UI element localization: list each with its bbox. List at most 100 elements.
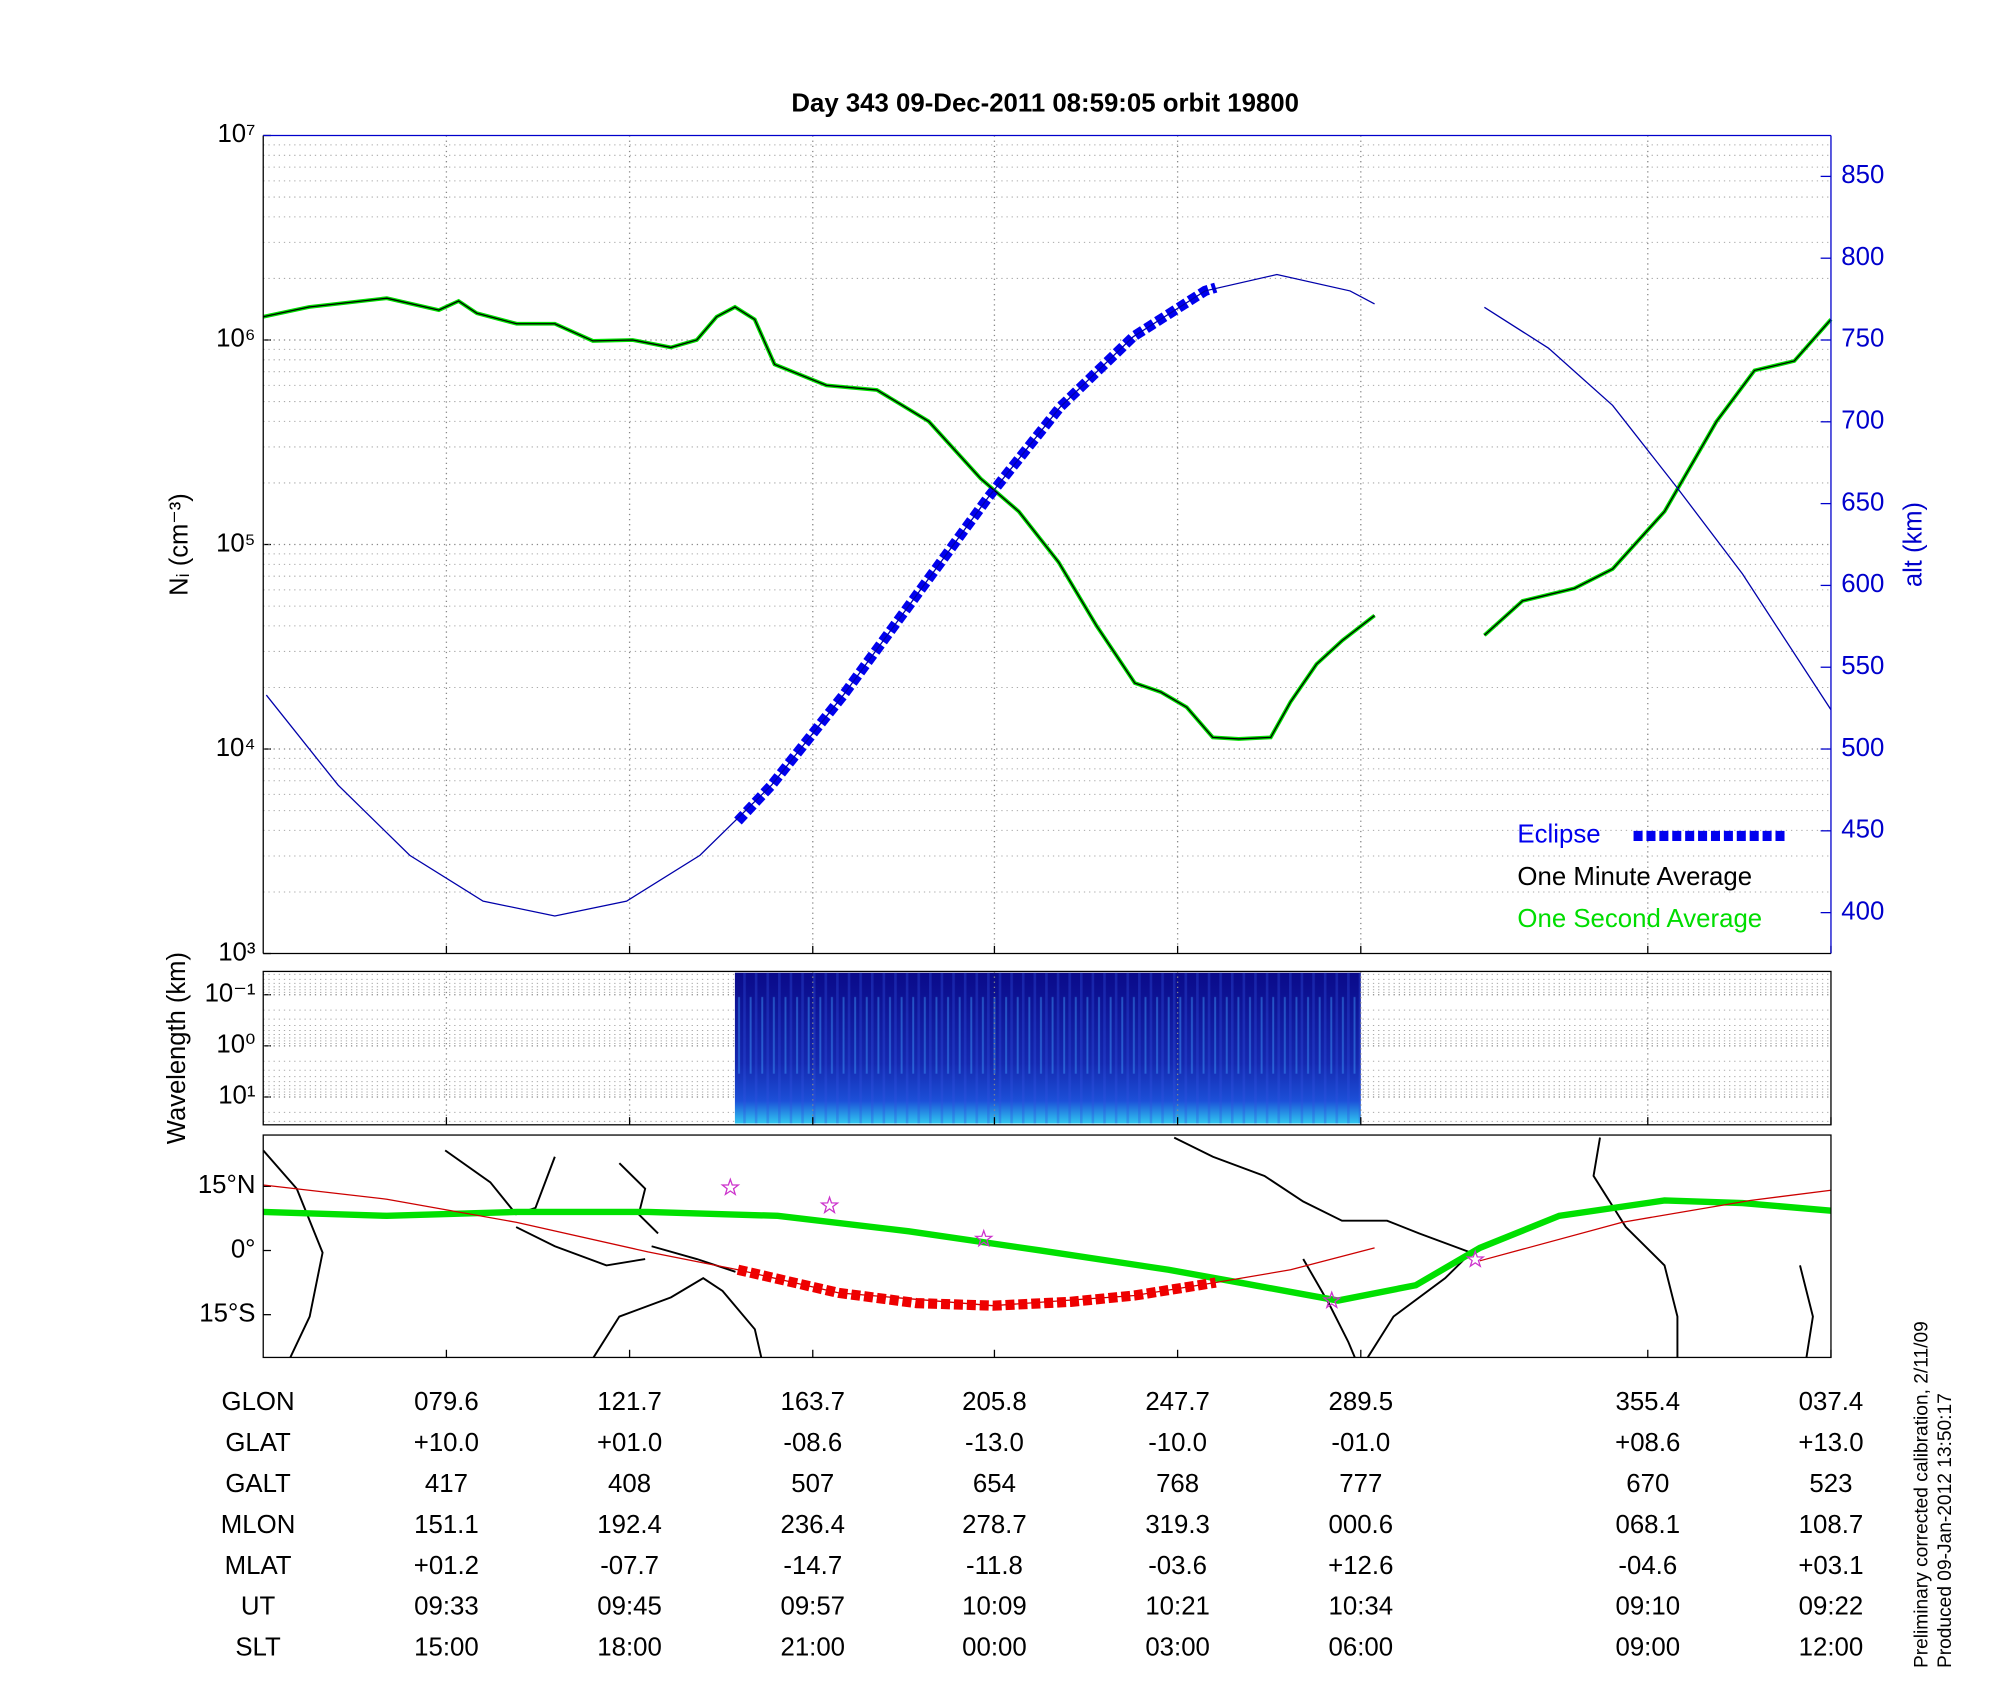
table-cell: 108.7 <box>1799 1511 1864 1539</box>
coastlines <box>263 1136 1814 1358</box>
row-label: MLAT <box>225 1552 292 1580</box>
panel-frame <box>262 1134 1832 1359</box>
marker <box>819 1195 840 1214</box>
y-tick-label: 10⁶ <box>216 325 255 353</box>
coastline <box>444 1149 556 1216</box>
data-line <box>263 297 1832 740</box>
y2-tick-label: 700 <box>1841 407 1884 435</box>
y-tick-label: 15°S <box>199 1300 255 1328</box>
table-cell: 205.8 <box>962 1388 1027 1416</box>
table-cell: 000.6 <box>1329 1511 1394 1539</box>
data-line <box>734 282 1218 825</box>
coastline <box>1592 1137 1679 1358</box>
marker <box>1322 1290 1342 1309</box>
table-cell: 278.7 <box>962 1511 1027 1539</box>
table-cell: +08.6 <box>1615 1429 1680 1457</box>
table-cell: 09:00 <box>1616 1634 1681 1662</box>
table-cell: 09:22 <box>1799 1593 1864 1621</box>
y-tick-label: 10⁻¹ <box>205 980 256 1008</box>
table-cell: 163.7 <box>780 1388 845 1416</box>
row-label: GALT <box>225 1470 291 1498</box>
panel-frame <box>262 970 1832 1126</box>
table-cell: 18:00 <box>597 1634 662 1662</box>
table-cell: 09:45 <box>597 1593 662 1621</box>
coastline <box>651 1245 736 1273</box>
table-cell: -08.6 <box>783 1429 842 1457</box>
table-cell: 09:57 <box>780 1593 845 1621</box>
coastline <box>1799 1265 1814 1358</box>
table-cell: 15:00 <box>414 1634 479 1662</box>
table-cell: +12.6 <box>1328 1552 1393 1580</box>
y-tick-label: 0° <box>231 1235 256 1263</box>
legend-label: One Minute Average <box>1517 863 1752 891</box>
table-cell: 289.5 <box>1329 1388 1394 1416</box>
coastline <box>1302 1258 1356 1358</box>
table-cell: +03.1 <box>1798 1552 1863 1580</box>
table-cell: 408 <box>608 1470 651 1498</box>
coastline <box>1366 1251 1472 1358</box>
row-label: GLON <box>222 1388 295 1416</box>
table-cell: 037.4 <box>1799 1388 1864 1416</box>
table-cell: -07.7 <box>600 1552 659 1580</box>
table-cell: 09:10 <box>1616 1593 1681 1621</box>
marker <box>1465 1249 1486 1268</box>
table-cell: -10.0 <box>1148 1429 1207 1457</box>
y-tick-label: 15°N <box>198 1171 256 1199</box>
table-cell: 09:33 <box>414 1593 479 1621</box>
coastline <box>515 1226 646 1267</box>
table-cell: 10:34 <box>1329 1593 1394 1621</box>
table-cell: 507 <box>791 1470 834 1498</box>
table-cell: +10.0 <box>414 1429 479 1457</box>
y2-tick-label: 600 <box>1841 570 1884 598</box>
table-cell: 151.1 <box>414 1511 479 1539</box>
table-cell: 417 <box>425 1470 468 1498</box>
y2-tick-label: 550 <box>1841 652 1884 680</box>
coastline <box>1173 1136 1472 1254</box>
table-cell: 768 <box>1156 1470 1199 1498</box>
table-cell: 00:00 <box>962 1634 1027 1662</box>
track-line <box>263 1197 1832 1304</box>
y2-tick-label: 500 <box>1841 734 1884 762</box>
legend-label: Eclipse <box>1517 821 1600 849</box>
marker <box>720 1177 741 1196</box>
table-cell: -03.6 <box>1148 1552 1207 1580</box>
table-cell: 247.7 <box>1145 1388 1210 1416</box>
table-cell: 03:00 <box>1145 1634 1210 1662</box>
track-line <box>736 1264 1217 1311</box>
track-line <box>263 1184 1832 1307</box>
table-cell: 236.4 <box>780 1511 845 1539</box>
table-cell: +01.0 <box>597 1429 662 1457</box>
table-cell: -01.0 <box>1331 1429 1390 1457</box>
y2-tick-label: 650 <box>1841 488 1884 516</box>
table-cell: 777 <box>1339 1470 1382 1498</box>
table-cell: +13.0 <box>1798 1429 1863 1457</box>
table-cell: 319.3 <box>1145 1511 1210 1539</box>
table-cell: 12:00 <box>1799 1634 1864 1662</box>
coastline <box>618 1162 659 1235</box>
row-label: SLT <box>235 1634 281 1662</box>
table-cell: 121.7 <box>597 1388 662 1416</box>
marker <box>973 1228 994 1248</box>
note: Preliminary corrected calibration, 2/11/… <box>1912 1321 1933 1668</box>
note: Produced 09-Jan-2012 13:50:17 <box>1935 1393 1956 1668</box>
y2-tick-label: 400 <box>1841 897 1884 925</box>
row-label: UT <box>241 1593 276 1621</box>
y-tick-label: 10⁷ <box>217 120 255 148</box>
y2-tick-label: 450 <box>1841 816 1884 844</box>
row-label: GLAT <box>225 1429 291 1457</box>
data-line <box>265 273 1832 917</box>
table-cell: -14.7 <box>783 1552 842 1580</box>
table-cell: 192.4 <box>597 1511 662 1539</box>
table-cell: 06:00 <box>1329 1634 1394 1662</box>
table-cell: 355.4 <box>1616 1388 1681 1416</box>
coastline <box>592 1277 763 1358</box>
data-line <box>262 296 1833 741</box>
y2-tick-label: 800 <box>1841 243 1884 271</box>
coastline <box>263 1149 324 1358</box>
row-label: MLON <box>221 1511 296 1539</box>
y-axis-label: Wavelength (km) <box>163 952 191 1144</box>
table-cell: -04.6 <box>1618 1552 1677 1580</box>
table-cell: 10:21 <box>1145 1593 1210 1621</box>
table-cell: 670 <box>1626 1470 1669 1498</box>
y-tick-label: 10⁴ <box>216 734 256 762</box>
